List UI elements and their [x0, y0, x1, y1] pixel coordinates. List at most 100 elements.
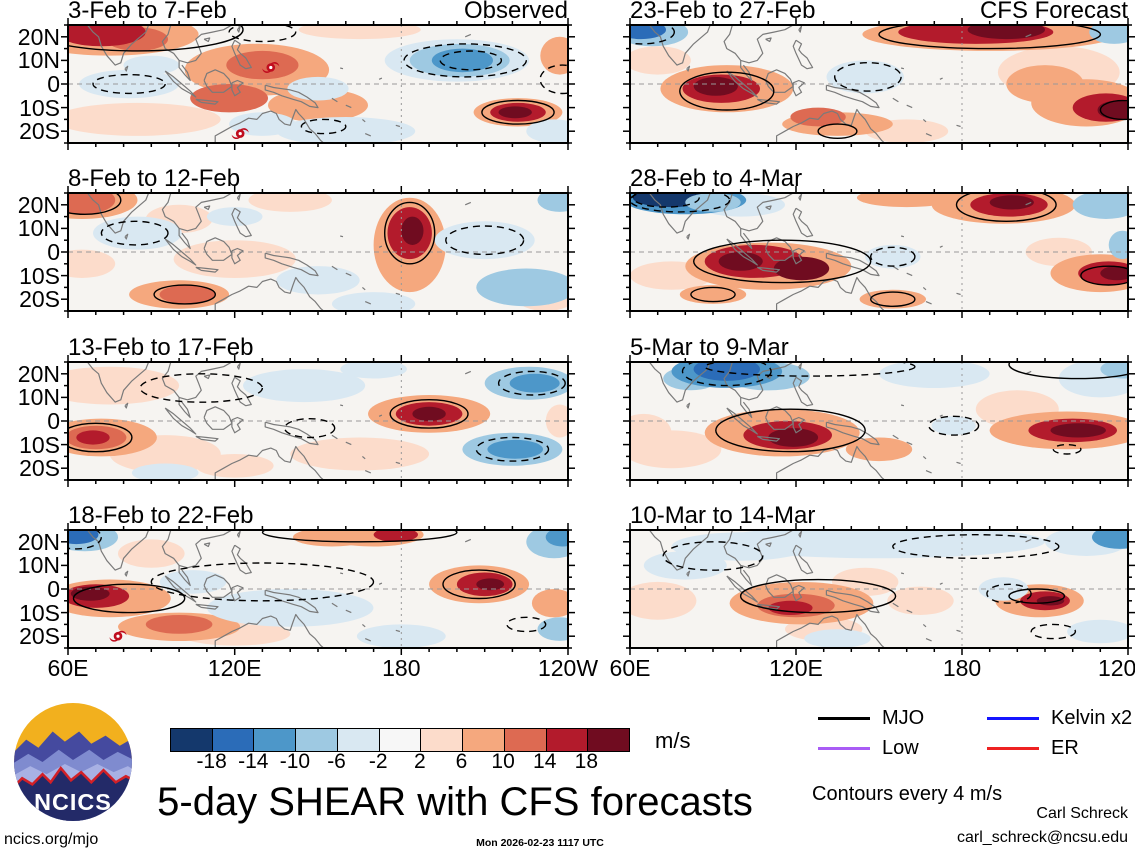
anomaly-fill: [879, 362, 990, 388]
site-url[interactable]: ncics.org/mjo: [4, 831, 99, 848]
colorbar-segment: [379, 729, 422, 751]
map-body: [630, 362, 1128, 480]
anomaly-fill: [693, 77, 738, 96]
wave-contour: [539, 64, 568, 95]
anomaly-fill: [1097, 100, 1128, 120]
panel-frame: [629, 361, 1129, 481]
colorbar-tick-label: -10: [279, 750, 311, 773]
map-body: [68, 193, 568, 311]
colorbar: [170, 728, 630, 752]
wave-contour: [679, 71, 775, 111]
x-axis-label: 60E: [609, 655, 651, 681]
anomaly-fill: [1050, 423, 1106, 438]
anomaly-fill: [287, 76, 349, 101]
anomaly-fill: [373, 530, 418, 542]
wave-contour: [1052, 443, 1082, 455]
anomaly-fill: [206, 207, 263, 226]
colorbar-segment: [588, 729, 630, 751]
wave-contour: [153, 284, 216, 305]
anomaly-fill: [412, 406, 446, 421]
y-axis-label: 20S: [19, 286, 60, 313]
anomaly-fill: [1108, 230, 1128, 260]
credit-email[interactable]: carl_schreck@ncsu.edu: [957, 829, 1128, 846]
wave-contour: [139, 373, 264, 403]
panel-title: 18-Feb to 22-Feb: [68, 502, 254, 529]
colorbar-segment: [463, 729, 505, 751]
anomaly-fill: [537, 193, 568, 212]
panel-title: 8-Feb to 12-Feb: [68, 165, 241, 192]
wave-contour: [68, 193, 122, 215]
wave-contour: [475, 436, 550, 462]
wave-contour: [150, 562, 375, 602]
legend-line: [818, 716, 870, 720]
coastlines: [86, 25, 472, 143]
anomaly-fill: [195, 454, 274, 478]
wave-contour: [1030, 623, 1077, 640]
colorbar-tick-label: 2: [413, 750, 426, 773]
map-body: [630, 25, 1128, 143]
y-axis-label: 10S: [19, 262, 60, 289]
colorbar-segment: [296, 729, 338, 751]
anomaly-fill: [243, 369, 366, 403]
legend-label: Low: [882, 736, 919, 759]
anomaly-fill: [68, 25, 146, 47]
anomaly-fill: [248, 193, 332, 212]
coastlines: [648, 193, 1032, 311]
anomaly-fill: [630, 25, 666, 40]
wave-contour: [928, 415, 980, 436]
cyclone-icon: [109, 630, 127, 642]
wave-contour: [1099, 99, 1128, 121]
logo-ridge-line: [14, 766, 132, 790]
map-body: [68, 530, 568, 648]
anomaly-fill: [476, 578, 505, 591]
anomaly-fill: [1089, 25, 1128, 44]
wave-contour: [955, 193, 1057, 222]
wave-contour: [690, 286, 736, 303]
anomaly-fill: [123, 55, 180, 75]
wave-contour: [92, 73, 166, 95]
map-body: [68, 362, 568, 480]
anomaly-fill: [298, 25, 421, 40]
panel-title: 28-Feb to 4-Mar: [630, 165, 803, 192]
anomaly-fill: [159, 570, 227, 594]
colorbar-segment: [171, 729, 213, 751]
map-panel-5: [61, 355, 575, 487]
wave-contour: [632, 193, 700, 208]
wave-contour: [300, 118, 347, 135]
wave-contour: [481, 99, 555, 125]
wave-contour: [833, 62, 902, 92]
anomaly-fill: [290, 437, 430, 471]
wave-contour: [68, 422, 133, 453]
map-body: [68, 25, 568, 143]
coastlines: [86, 193, 472, 311]
y-axis-label: 20N: [17, 360, 60, 387]
cyclone-icon: [262, 62, 280, 73]
panel-frame: [629, 24, 1129, 144]
anomaly-fill: [401, 216, 424, 245]
y-axis-label: 20S: [19, 623, 60, 650]
anomaly-fill: [1092, 530, 1128, 549]
wave-contour: [692, 239, 872, 284]
y-axis-label: 20S: [19, 118, 60, 145]
wave-contour: [739, 578, 897, 614]
panel-frame: [629, 529, 1129, 649]
map-body: [630, 193, 1128, 311]
anomaly-fill: [630, 581, 697, 620]
coastlines: [648, 25, 1032, 143]
logo-text: NCICS: [34, 789, 112, 815]
panel-title: 13-Feb to 17-Feb: [68, 334, 254, 361]
anomaly-fill: [476, 268, 568, 307]
wave-contour: [403, 43, 528, 78]
wave-contour: [662, 541, 764, 571]
y-axis-label: 0: [47, 576, 60, 602]
map-panel-7: [61, 523, 575, 655]
x-axis-label: 60E: [47, 655, 89, 681]
y-axis-label: 0: [47, 239, 60, 265]
logo-base: [14, 768, 132, 821]
colorbar-tick-label: -2: [368, 750, 388, 773]
anomaly-fill: [537, 617, 568, 641]
wave-contour: [228, 25, 297, 43]
legend-line: [987, 746, 1039, 750]
anomaly-fill: [340, 362, 407, 379]
wave-contour: [283, 417, 336, 439]
